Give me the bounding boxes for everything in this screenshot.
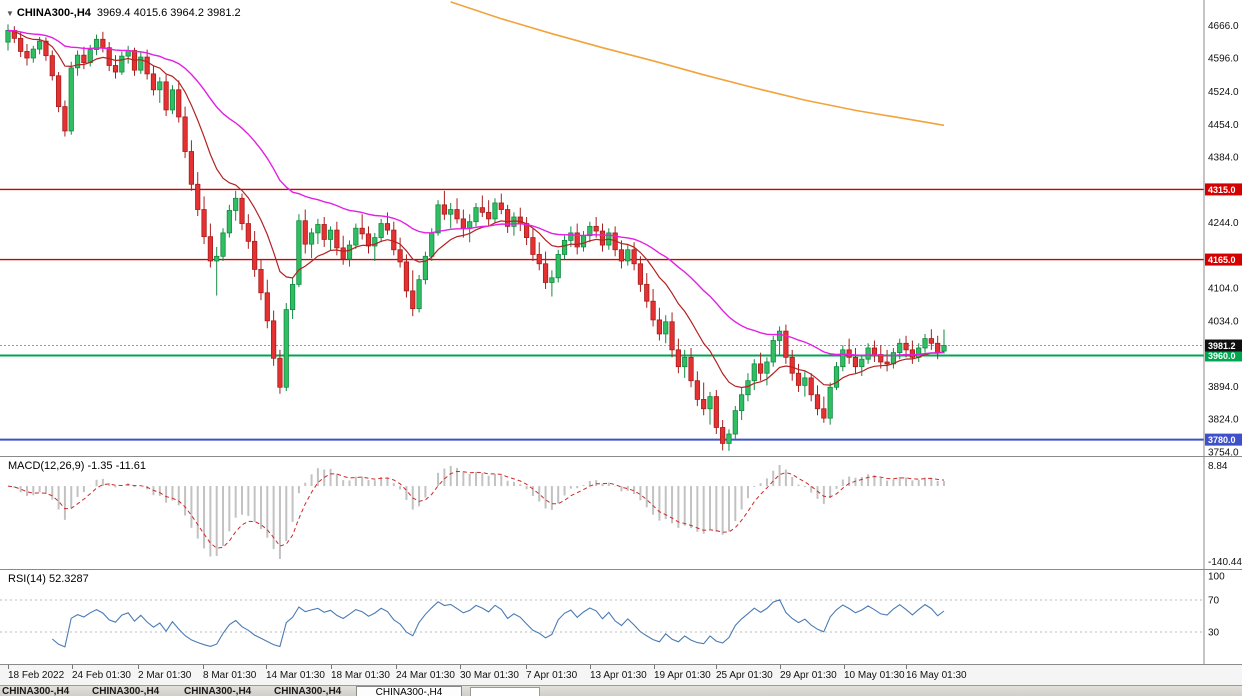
price-tick-label: 4596.0 xyxy=(1208,53,1239,64)
svg-text:4315.0: 4315.0 xyxy=(1208,185,1236,195)
time-axis-tick xyxy=(780,665,781,669)
price-badge: 4315.0 xyxy=(1205,183,1242,196)
time-axis-label: 18 Mar 01:30 xyxy=(331,670,390,681)
time-axis-tick xyxy=(396,665,397,669)
tab-bar-ghost-text: CHINA300-,H4 xyxy=(274,686,342,696)
time-axis-tick xyxy=(331,665,332,669)
active-chart-tab[interactable]: CHINA300-,H4 xyxy=(356,686,462,696)
macd-label: MACD(12,26,9) -1.35 -11.61 xyxy=(8,460,146,472)
time-axis-tick xyxy=(906,665,907,669)
time-axis-tick xyxy=(716,665,717,669)
price-tick-label: 3754.0 xyxy=(1208,447,1239,456)
time-axis-tick xyxy=(138,665,139,669)
main-chart-pane[interactable]: 4666.0 4596.0 4524.0 4454.0 4384.0 4244.0 4104… xyxy=(0,0,1242,456)
time-axis-tick xyxy=(526,665,527,669)
time-axis-tick xyxy=(266,665,267,669)
macd-axis-top-label: 8.84 xyxy=(1208,461,1228,472)
time-axis-tick xyxy=(654,665,655,669)
macd-signal-line xyxy=(7,470,945,549)
rsi-label: RSI(14) 52.3287 xyxy=(8,573,89,585)
time-axis-label: 8 Mar 01:30 xyxy=(203,670,257,681)
macd-axis-bottom-label: -140.44 xyxy=(1208,557,1242,568)
time-axis-label: 10 May 01:30 xyxy=(844,670,905,681)
price-tick-label: 4454.0 xyxy=(1208,120,1239,131)
price-tick-label: 3894.0 xyxy=(1208,382,1239,393)
chart-title: ▼ CHINA300-,H4 3969.4 4015.6 3964.2 3981.2 xyxy=(6,7,241,19)
tab-bar-ghost-text: CHINA300-,H4 xyxy=(92,686,160,696)
price-axis-labels: 4666.0 4596.0 4524.0 4454.0 4384.0 4244.0 4104… xyxy=(1208,21,1239,456)
time-axis-label: 30 Mar 01:30 xyxy=(460,670,519,681)
time-axis-label: 29 Apr 01:30 xyxy=(780,670,837,681)
price-tick-label: 3824.0 xyxy=(1208,415,1239,426)
time-axis-label: 13 Apr 01:30 xyxy=(590,670,647,681)
current-price-badge: 3981.2 xyxy=(1205,339,1242,352)
ma-fast-line xyxy=(7,29,945,389)
time-axis-label: 16 May 01:30 xyxy=(906,670,967,681)
symbol-dropdown-icon[interactable]: ▼ xyxy=(6,9,14,18)
svg-text:3960.0: 3960.0 xyxy=(1208,351,1236,361)
time-axis-tick xyxy=(203,665,204,669)
chart-tab-bar: CHINA300-,H4 CHINA300-,H4 CHINA300-,H4 C… xyxy=(0,685,1242,696)
rsi-line xyxy=(51,599,945,648)
ohlc-readout: 3969.4 4015.6 3964.2 3981.2 xyxy=(96,7,241,19)
svg-text:3780.0: 3780.0 xyxy=(1208,435,1236,445)
rsi-axis-label: 70 xyxy=(1208,596,1220,607)
price-badge: 3960.0 xyxy=(1205,349,1242,362)
candlestick-series xyxy=(5,24,947,451)
price-badge: 4165.0 xyxy=(1205,253,1242,266)
svg-text:4165.0: 4165.0 xyxy=(1208,255,1236,265)
time-axis-label: 24 Mar 01:30 xyxy=(396,670,455,681)
ma-long-line xyxy=(450,1,945,127)
time-axis-tick xyxy=(590,665,591,669)
price-tick-label: 4244.0 xyxy=(1208,218,1239,229)
time-axis[interactable]: 18 Feb 2022 24 Feb 01:30 2 Mar 01:30 8 Mar … xyxy=(0,664,1242,685)
price-tick-label: 4034.0 xyxy=(1208,316,1239,327)
svg-text:3981.2: 3981.2 xyxy=(1208,341,1236,351)
price-tick-label: 4666.0 xyxy=(1208,21,1239,32)
tab-bar-ghost-text: CHINA300-,H4 xyxy=(184,686,252,696)
rsi-axis-label: 100 xyxy=(1208,572,1225,583)
price-tick-label: 4384.0 xyxy=(1208,153,1239,164)
time-axis-label: 2 Mar 01:30 xyxy=(138,670,192,681)
ma-slow-line xyxy=(7,29,945,357)
time-axis-tick xyxy=(72,665,73,669)
time-axis-tick xyxy=(844,665,845,669)
time-axis-label: 25 Apr 01:30 xyxy=(716,670,773,681)
price-tick-label: 4104.0 xyxy=(1208,284,1239,295)
horizontal-level-lines xyxy=(0,188,1204,441)
time-axis-label: 7 Apr 01:30 xyxy=(526,670,578,681)
rsi-axis-label: 30 xyxy=(1208,628,1220,639)
symbol-timeframe-label: CHINA300-,H4 xyxy=(16,7,91,19)
rsi-indicator-pane[interactable]: 100 70 30 xyxy=(0,569,1242,664)
macd-indicator-pane[interactable]: 8.84 -140.44 xyxy=(0,456,1242,569)
price-badge: 3780.0 xyxy=(1205,433,1242,446)
time-axis-label: 14 Mar 01:30 xyxy=(266,670,325,681)
time-axis-label: 24 Feb 01:30 xyxy=(72,670,131,681)
tab-bar-ghost-text: CHINA300-,H4 xyxy=(2,686,70,696)
time-axis-tick xyxy=(8,665,9,669)
price-tick-label: 4524.0 xyxy=(1208,87,1239,98)
time-axis-label: 18 Feb 2022 xyxy=(8,670,65,681)
chart-tab[interactable] xyxy=(470,687,540,696)
time-axis-tick xyxy=(460,665,461,669)
macd-histogram xyxy=(13,465,945,559)
time-axis-label: 19 Apr 01:30 xyxy=(654,670,711,681)
